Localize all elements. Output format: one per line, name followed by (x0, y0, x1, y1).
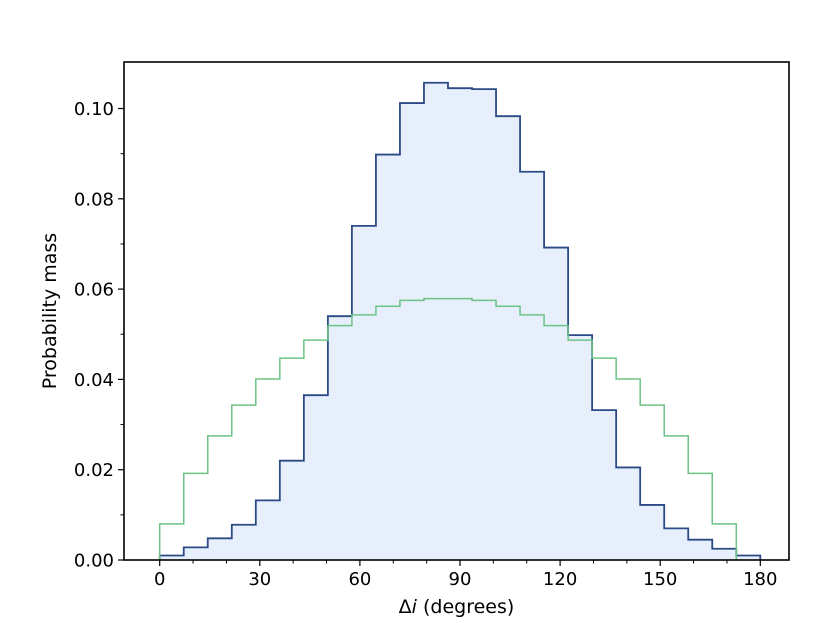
series-1-fill (159, 82, 761, 561)
y-tick-label: 0.06 (74, 280, 114, 301)
y-tick-label: 0.02 (74, 460, 114, 481)
histogram-bin (568, 340, 592, 560)
x-tick-label: 60 (348, 569, 371, 590)
series-1-step-line (158, 81, 762, 560)
x-axis-label-prefix: Δ (399, 596, 412, 618)
histogram-bin (400, 300, 424, 560)
x-tick-label: 120 (543, 569, 577, 590)
histogram-bin (640, 405, 664, 560)
histogram-bin (232, 405, 256, 560)
histogram-bin (160, 524, 184, 560)
x-tick-label: 30 (248, 569, 271, 590)
x-axis-label-variable: i (412, 596, 418, 618)
x-tick-label: 180 (743, 569, 777, 590)
y-tick-label: 0.00 (74, 551, 114, 572)
histogram-bin (352, 315, 376, 560)
tick-layer: 0 30 60 90 120 150 180 0.00 0.02 0.04 0.06 0.08 0.10 (74, 99, 778, 590)
histogram-bin (424, 299, 448, 560)
histogram-bin (520, 315, 544, 560)
y-tick-label: 0.08 (74, 189, 114, 210)
x-axis-label-suffix: (degrees) (417, 596, 514, 618)
histogram-bin (664, 436, 688, 560)
histogram-bin (256, 379, 280, 560)
histogram-bin (184, 473, 208, 560)
histogram-bin (592, 358, 616, 560)
histogram-bin (304, 340, 328, 560)
plot-frame (123, 61, 790, 561)
x-axis-label: Δi (degrees) (399, 596, 515, 618)
histogram-bin (616, 379, 640, 560)
histogram-bin (376, 306, 400, 560)
histogram-bin (448, 299, 472, 560)
histogram-bin (208, 436, 232, 560)
y-axis-label: Probability mass (39, 233, 61, 389)
histogram-bin (280, 358, 304, 560)
y-tick-label: 0.10 (74, 99, 114, 120)
x-tick-label: 90 (449, 569, 472, 590)
y-tick-label: 0.04 (74, 370, 114, 391)
histogram-bin (496, 306, 520, 560)
histogram-bin (472, 300, 496, 560)
histogram-bin (328, 326, 352, 560)
x-tick-label: 0 (154, 569, 165, 590)
x-tick-label: 150 (643, 569, 677, 590)
histogram-bin (688, 473, 712, 560)
series-2-step-line (158, 297, 738, 560)
series-layer (158, 81, 762, 561)
histogram-bin (544, 326, 568, 560)
histogram-bin (712, 524, 736, 560)
